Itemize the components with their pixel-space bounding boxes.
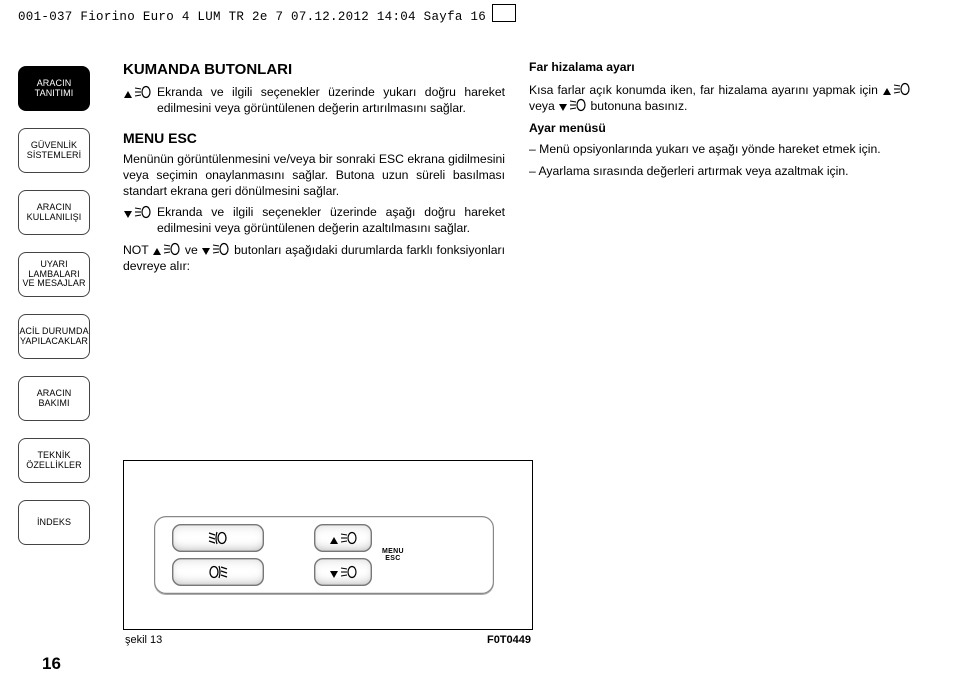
button-fog-rear [172,558,264,586]
tab-label-line: TANITIMI [35,89,74,98]
para-menu-esc: Menünün görüntülenmesini ve/veya bir son… [123,152,505,199]
tab-bakimi[interactable]: ARACIN BAKIMI [18,376,90,421]
sidebar-nav: ARACIN TANITIMI GÜVENLİK SİSTEMLERİ ARAC… [18,66,90,562]
tab-label-line: İNDEKS [37,518,71,527]
menu-text-2: ESC [385,555,400,562]
button-headlamp-down [314,558,372,586]
not-text-b: ve [181,243,201,257]
tab-label-line: VE MESAJLAR [22,279,85,288]
tab-acil[interactable]: ACİL DURUMDA YAPILACAKLAR [18,314,90,359]
tab-guvenlik[interactable]: GÜVENLİK SİSTEMLERİ [18,128,90,173]
tab-indeks[interactable]: İNDEKS [18,500,90,545]
caption-right: F0T0449 [487,634,531,646]
tab-teknik[interactable]: TEKNİK ÖZELLİKLER [18,438,90,483]
headlamp-up-icon [883,82,910,96]
list-item-1: – Menü opsiyonlarında yukarı ve aşağı yö… [529,142,911,158]
tab-label-line: KULLANILIŞI [27,213,82,222]
not-text-a: NOT [123,243,152,257]
figure-13: MENU ESC şekil 13 F0T0449 [123,460,533,646]
headlamp-down-icon [559,98,586,112]
headlamp-down-icon [202,242,229,256]
headlamp-up-icon [153,242,180,256]
headlamp-down-icon [330,565,357,579]
header-page-box [492,4,516,22]
column-left: KUMANDA BUTONLARI Ekranda ve ilgili seçe… [123,60,505,281]
button-fog-front [172,524,264,552]
para-down: Ekranda ve ilgili seçenekler üzerinde aş… [157,205,505,236]
heading-menu-esc: MENU ESC [123,130,505,148]
far-text-b: veya [529,99,558,113]
foglight-rear-icon [207,564,229,580]
content-area: KUMANDA BUTONLARI Ekranda ve ilgili seçe… [123,60,915,281]
tab-uyari[interactable]: UYARI LAMBALARI VE MESAJLAR [18,252,90,297]
column-right: Far hizalama ayarı Kısa farlar açık konu… [529,60,911,281]
tab-label-line: YAPILACAKLAR [20,337,88,346]
foglight-front-icon [207,530,229,546]
label-menu-esc: MENU ESC [382,548,404,562]
para-far: Kısa farlar açık konumda iken, far hizal… [529,82,911,115]
heading-far: Far hizalama ayarı [529,60,911,76]
para-up: Ekranda ve ilgili seçenekler üzerinde yu… [157,85,505,116]
control-panel: MENU ESC [154,516,494,594]
page-number: 16 [42,654,61,674]
tab-kullanilisi[interactable]: ARACIN KULLANILIŞI [18,190,90,235]
tab-label-line: SİSTEMLERİ [27,151,82,160]
caption-left: şekil 13 [125,634,162,646]
figure-frame: MENU ESC [123,460,533,630]
heading-kumanda: KUMANDA BUTONLARI [123,60,505,79]
menu-text-1: MENU [382,548,404,555]
headlamp-down-icon [124,205,151,219]
print-header: 001-037 Fiorino Euro 4 LUM TR 2e 7 07.12… [18,10,486,24]
tab-label-line: ÖZELLİKLER [26,461,82,470]
heading-ayar: Ayar menüsü [529,121,911,137]
button-headlamp-up [314,524,372,552]
list-item-2: – Ayarlama sırasında değerleri artırmak … [529,164,911,180]
figure-caption: şekil 13 F0T0449 [123,634,533,646]
headlamp-up-icon [124,85,151,99]
far-text-c: butonuna basınız. [587,99,687,113]
headlamp-up-icon [330,531,357,545]
tab-tanitim[interactable]: ARACIN TANITIMI [18,66,90,111]
para-not: NOT ve butonları aşağıdaki durumlarda fa… [123,242,505,274]
tab-label-line: BAKIMI [38,399,69,408]
far-text-a: Kısa farlar açık konumda iken, far hizal… [529,83,882,97]
